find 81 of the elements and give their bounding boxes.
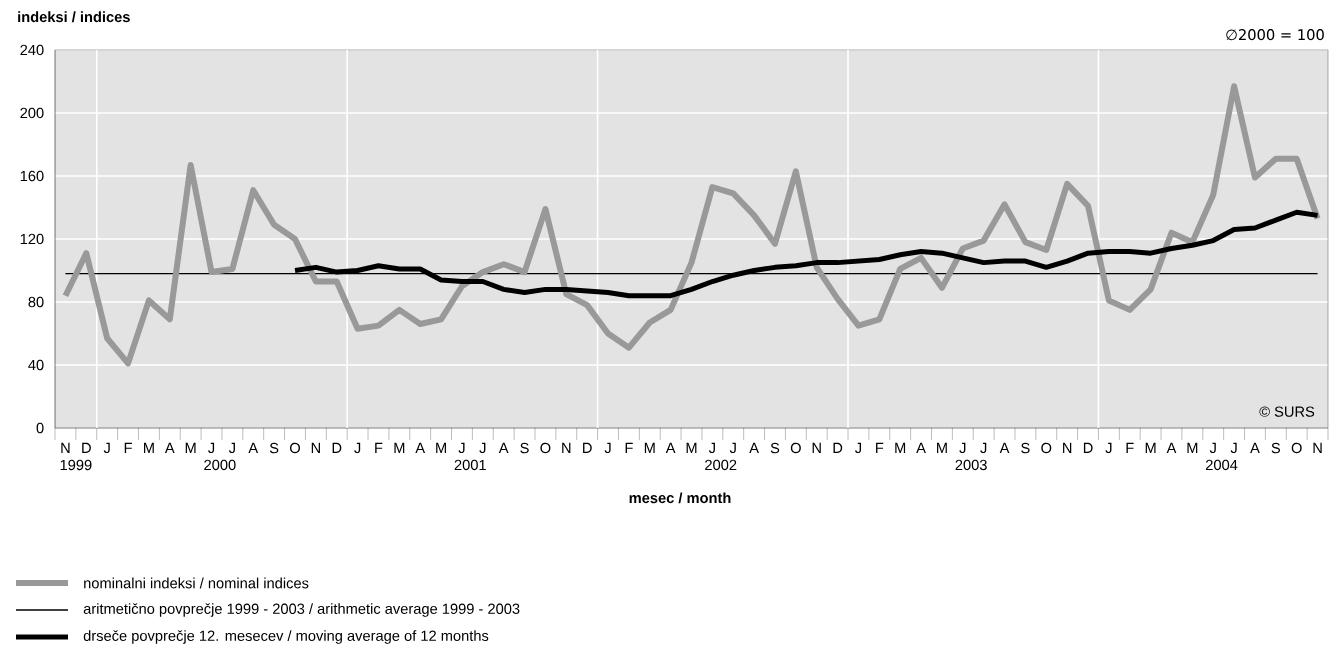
x-tick-label: N <box>812 442 821 453</box>
x-tick-label: O <box>289 442 300 454</box>
x-tick-label: F <box>1126 442 1134 453</box>
x-tick-label: J <box>228 442 235 454</box>
x-tick-label: M <box>394 442 405 453</box>
x-tick-label: J <box>479 442 486 454</box>
x-tick-label: J <box>959 442 966 454</box>
x-tick-label: O <box>1041 442 1052 454</box>
x-tick-label: J <box>1209 442 1216 454</box>
x-tick-label: D <box>583 442 592 453</box>
y-tick-label: 40 <box>28 359 44 371</box>
x-tick-label: A <box>665 442 676 453</box>
x-tick-label: M <box>937 442 947 453</box>
text: 2000 <box>204 459 236 471</box>
x-tick-label: S <box>1021 442 1030 454</box>
y-tick-label: 80 <box>28 296 44 308</box>
x-tick-label: D <box>833 442 843 453</box>
x-tick-label: A <box>415 442 426 453</box>
x-tick-label: J <box>855 442 862 454</box>
x-tick-label: A <box>248 442 259 453</box>
x-tick-label: A <box>164 442 175 453</box>
x-tick-label: A <box>916 442 926 453</box>
y-tick-label: 240 <box>20 44 44 56</box>
x-tick-label: N <box>562 442 571 453</box>
x-tick-label: D <box>82 442 91 453</box>
y-tick-label: 200 <box>20 107 44 119</box>
annotation: © SURS <box>1259 406 1315 417</box>
text: 2001 <box>454 459 486 471</box>
x-tick-label: J <box>729 442 736 454</box>
x-tick-label: M <box>144 442 154 453</box>
x-tick-label: O <box>790 442 801 454</box>
text: 1999 <box>60 459 92 471</box>
y-tick-label: 0 <box>36 422 44 434</box>
x-tick-label: J <box>458 442 465 454</box>
x-tick-label: N <box>1063 442 1072 453</box>
x-tick-label: J <box>708 442 715 454</box>
text: 2002 <box>705 459 737 471</box>
x-tick-label: S <box>1271 442 1281 454</box>
text: 2003 <box>955 459 987 471</box>
x-tick-label: N <box>61 442 70 453</box>
y-tick-label: 160 <box>20 170 44 182</box>
x-axis-title: mesec / month <box>629 492 731 504</box>
y-axis-title: indeksi / indices <box>18 11 130 23</box>
x-tick-label: N <box>311 442 320 453</box>
x-tick-label: F <box>876 442 884 453</box>
x-tick-label: M <box>185 442 196 453</box>
x-tick-label: O <box>540 442 551 454</box>
x-tick-label: S <box>269 442 279 454</box>
x-tick-label: N <box>1313 442 1322 453</box>
x-tick-label: A <box>999 442 1010 453</box>
x-tick-label: F <box>375 442 383 453</box>
x-tick-label: A <box>1250 442 1260 453</box>
x-tick-label: J <box>103 442 110 454</box>
x-tick-label: M <box>686 442 697 453</box>
x-tick-label: J <box>1105 442 1112 454</box>
x-tick-label: J <box>980 442 987 454</box>
x-tick-label: A <box>1166 442 1177 453</box>
x-tick-label: J <box>354 442 361 454</box>
x-tick-label: D <box>1083 442 1093 453</box>
x-tick-label: M <box>1145 442 1156 453</box>
x-tick-label: A <box>749 442 759 453</box>
x-tick-label: O <box>1291 442 1302 454</box>
legend-label: aritmetično povprečje 1999 - 2003 / arithmetic average 1999 - 2003 <box>83 603 520 617</box>
x-tick-label: J <box>208 442 215 454</box>
legend-label: drseče povprečje 12. mesecev / moving average of 12 months <box>83 630 489 644</box>
x-tick-label: F <box>124 442 132 453</box>
x-tick-label: M <box>644 442 655 453</box>
legend-label: nominalni indeksi / nominal indices <box>84 577 309 589</box>
x-tick-label: S <box>520 442 529 454</box>
text: ∅2000 = 100 <box>1226 29 1324 41</box>
x-tick-label: S <box>770 442 780 454</box>
x-tick-label: J <box>604 442 611 454</box>
x-tick-label: M <box>436 442 446 453</box>
x-tick-label: M <box>1187 442 1198 453</box>
x-tick-label: A <box>498 442 509 453</box>
x-tick-label: M <box>895 442 906 453</box>
x-tick-label: F <box>625 442 633 453</box>
y-tick-label: 120 <box>20 233 44 245</box>
x-tick-label: D <box>332 442 342 453</box>
x-tick-label: J <box>1230 442 1237 454</box>
text: 2004 <box>1205 459 1238 471</box>
